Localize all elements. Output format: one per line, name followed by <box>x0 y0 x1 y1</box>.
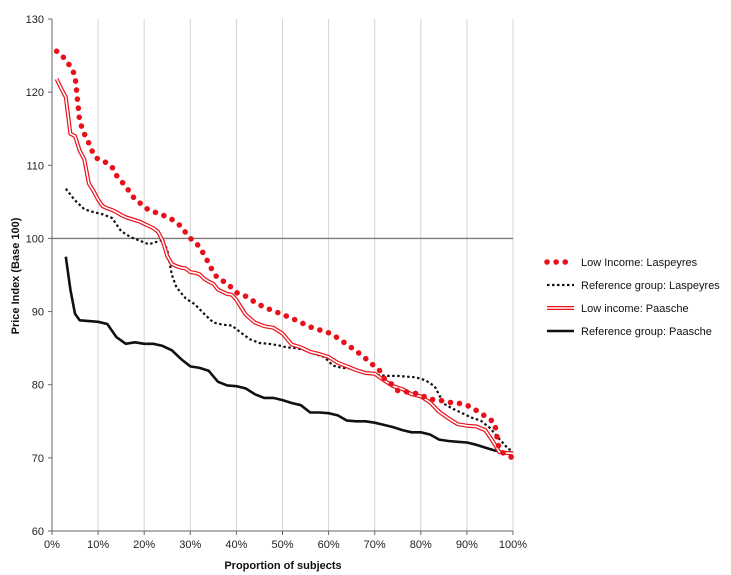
x-axis-title: Proportion of subjects <box>224 560 341 572</box>
series-line-1 <box>64 188 514 452</box>
x-tick-label: 80% <box>410 539 432 551</box>
y-tick-label: 120 <box>26 87 44 99</box>
x-tick-label: 30% <box>179 539 201 551</box>
series-layer <box>53 48 516 461</box>
x-tick-label: 100% <box>499 539 527 551</box>
x-tick-label: 20% <box>133 539 155 551</box>
y-tick-label: 100 <box>26 233 44 245</box>
x-tick-label: 90% <box>456 539 478 551</box>
series-3 <box>64 256 514 454</box>
series-0 <box>53 48 516 461</box>
y-tick-label: 110 <box>26 160 44 172</box>
axes <box>48 18 514 535</box>
series-line-2 <box>54 78 514 456</box>
series-1 <box>64 188 514 452</box>
vertical-gridlines <box>97 19 514 531</box>
legend-item: Low income: Paasche <box>547 303 689 315</box>
legend-label: Low income: Paasche <box>581 303 689 315</box>
series-line-0 <box>53 48 516 461</box>
series-line-3 <box>64 256 514 454</box>
legend-item: Low Income: Laspeyres <box>544 257 698 269</box>
x-tick-label: 50% <box>271 539 293 551</box>
x-tick-label: 0% <box>44 539 60 551</box>
series-2 <box>54 78 514 456</box>
series-line-2-inner <box>55 78 514 455</box>
y-tick-label: 90 <box>32 307 44 319</box>
legend-item: Reference group: Laspeyres <box>547 280 720 292</box>
x-tick-label: 70% <box>364 539 386 551</box>
x-tick-label: 10% <box>87 539 109 551</box>
y-tick-label: 70 <box>32 453 44 465</box>
legend: Low Income: Laspeyres Reference group: La… <box>544 257 720 338</box>
x-tick-label: 60% <box>318 539 340 551</box>
y-tick-label: 80 <box>32 380 44 392</box>
y-tick-label: 130 <box>26 14 44 26</box>
legend-label: Low Income: Laspeyres <box>581 257 698 269</box>
legend-item: Reference group: Paasche <box>547 326 712 338</box>
y-axis-title: Price Index (Base 100) <box>10 217 22 334</box>
legend-label: Reference group: Paasche <box>581 326 712 338</box>
y-tick-labels: 60 70 80 90 100 110 120 130 <box>26 14 44 538</box>
x-tick-labels: 0% 10% 20% 30% 40% 50% 60% 70% 80% 90% 100% <box>44 539 527 551</box>
x-tick-label: 40% <box>225 539 247 551</box>
legend-label: Reference group: Laspeyres <box>581 280 720 292</box>
y-tick-label: 60 <box>32 526 44 538</box>
